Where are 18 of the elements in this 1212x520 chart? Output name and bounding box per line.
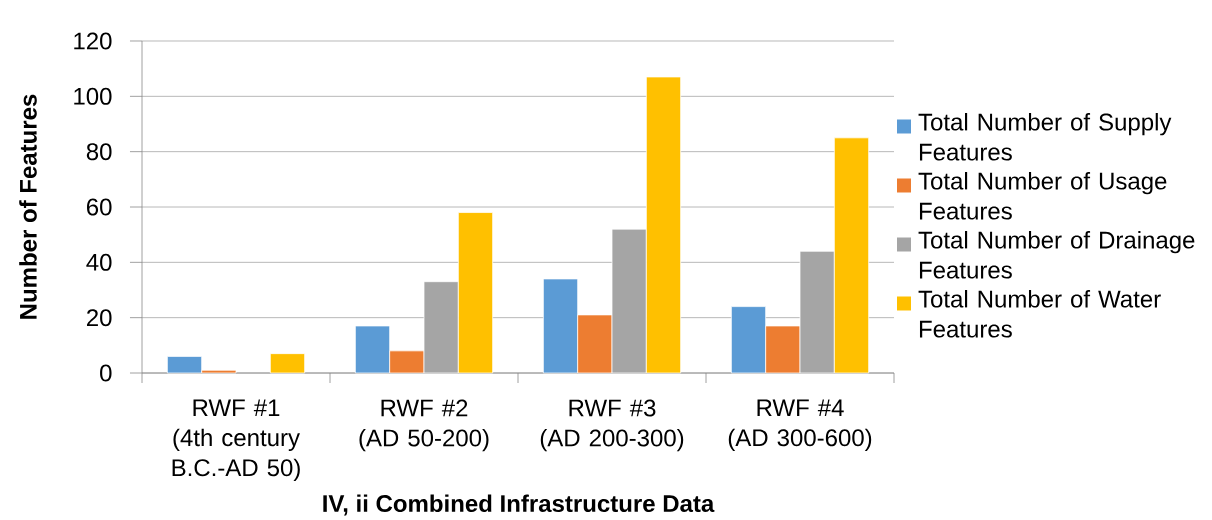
y-tick-label: 60 bbox=[87, 198, 112, 216]
legend-label: Total Number of Water Features bbox=[918, 290, 1161, 338]
x-tick-label: RWF #3 (AD 200-300) bbox=[540, 399, 684, 452]
y-axis-title: Number of Features bbox=[19, 94, 37, 319]
y-tick-label: 40 bbox=[86, 253, 112, 271]
y-tick-label: 80 bbox=[86, 143, 112, 161]
legend-label: Total Number of Supply Features bbox=[918, 113, 1172, 161]
bar bbox=[269, 353, 306, 374]
legend-label: Total Number of Drainage Features bbox=[918, 231, 1195, 279]
x-tick-label: RWF #2 (AD 50-200) bbox=[359, 399, 489, 452]
y-tick-label: 100 bbox=[74, 87, 112, 105]
y-tick-label: 0 bbox=[100, 364, 112, 382]
x-axis-title: IV, ii Combined Infrastructure Data bbox=[323, 494, 715, 516]
x-tick-label: RWF #1 (4th century B.C.-AD 50) bbox=[172, 399, 300, 481]
legend-label: Total Number of Usage Features bbox=[918, 172, 1167, 220]
y-tick-label: 120 bbox=[74, 32, 112, 50]
y-tick-label: 20 bbox=[86, 309, 112, 327]
x-tick-label: RWF #4 (AD 300-600) bbox=[728, 399, 872, 451]
